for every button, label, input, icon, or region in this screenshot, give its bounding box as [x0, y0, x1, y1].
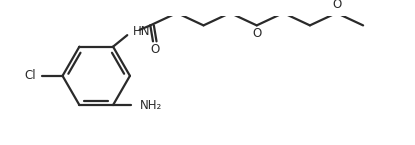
Text: Cl: Cl — [24, 69, 36, 82]
Text: NH₂: NH₂ — [140, 98, 162, 112]
Text: O: O — [332, 0, 341, 11]
Text: HN: HN — [132, 25, 150, 38]
Text: O: O — [150, 43, 159, 56]
Text: O: O — [252, 27, 261, 40]
